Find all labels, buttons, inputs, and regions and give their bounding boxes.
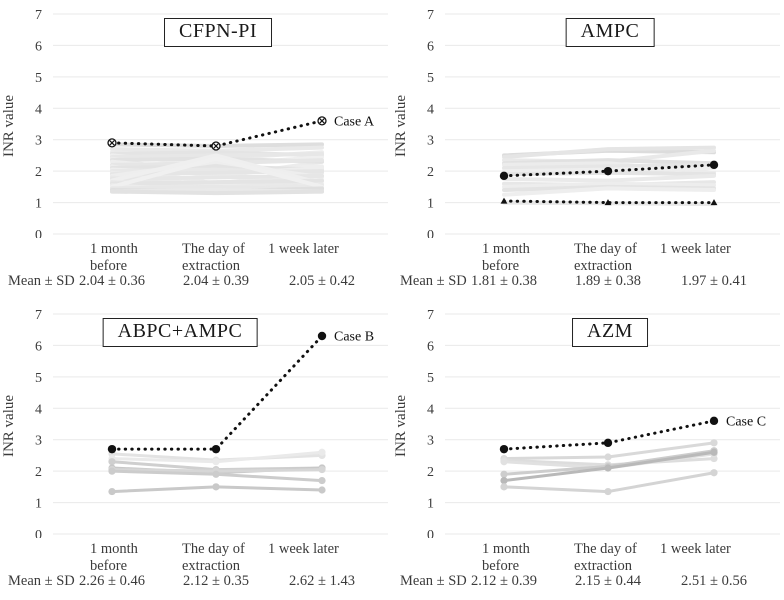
chart-cfpn-pi: 0 1 2 3 4 5 6 7 INR value Case A <box>1 8 388 238</box>
svg-text:3: 3 <box>35 434 42 449</box>
mean-sd-value-3: 2.51 ± 0.56 <box>681 573 747 589</box>
svg-text:0: 0 <box>427 528 434 538</box>
chart-title-text: AMPC <box>580 20 640 42</box>
svg-text:7: 7 <box>427 308 434 323</box>
svg-text:Case C: Case C <box>726 414 766 429</box>
mean-sd-value-3: 2.05 ± 0.42 <box>289 273 355 289</box>
mean-sd-value-3: 2.62 ± 1.43 <box>289 573 355 589</box>
mean-sd-row: Mean ± SD 2.04 ± 0.36 2.04 ± 0.39 2.05 ±… <box>0 273 392 295</box>
chart-title-cfpn-pi: CFPN-PI <box>164 18 272 47</box>
svg-text:5: 5 <box>427 71 434 86</box>
mean-sd-label: Mean ± SD <box>8 273 75 289</box>
svg-text:5: 5 <box>427 371 434 386</box>
svg-text:6: 6 <box>35 339 42 354</box>
svg-text:2: 2 <box>35 165 42 180</box>
mean-sd-value-1: 2.26 ± 0.46 <box>79 573 145 589</box>
mean-sd-row: Mean ± SD 2.12 ± 0.39 2.15 ± 0.44 2.51 ±… <box>392 573 784 595</box>
x-label-1-week-later: 1 week later <box>268 541 339 557</box>
svg-text:5: 5 <box>35 71 42 86</box>
svg-text:4: 4 <box>427 102 434 117</box>
svg-text:1: 1 <box>427 197 434 212</box>
svg-text:0: 0 <box>35 228 42 238</box>
svg-text:0: 0 <box>427 228 434 238</box>
svg-text:INR value: INR value <box>393 395 409 457</box>
mean-sd-label: Mean ± SD <box>8 573 75 589</box>
x-label-1-week-later: 1 week later <box>268 241 339 257</box>
svg-text:1: 1 <box>35 197 42 212</box>
svg-text:Case A: Case A <box>334 114 375 129</box>
svg-text:7: 7 <box>427 8 434 23</box>
svg-text:1: 1 <box>35 497 42 512</box>
svg-text:3: 3 <box>427 434 434 449</box>
x-label-day-of-extraction: The day of extraction <box>182 241 245 275</box>
svg-text:7: 7 <box>35 8 42 23</box>
chart-title-ampc: AMPC <box>565 18 655 47</box>
svg-text:6: 6 <box>35 39 42 54</box>
svg-text:4: 4 <box>35 402 42 417</box>
svg-text:2: 2 <box>427 165 434 180</box>
panel-ampc: 0 1 2 3 4 5 6 7 INR value AMPC 1 month before The… <box>392 0 784 300</box>
mean-sd-value-2: 2.12 ± 0.35 <box>183 573 249 589</box>
mean-sd-value-3: 1.97 ± 0.41 <box>681 273 747 289</box>
svg-text:7: 7 <box>35 308 42 323</box>
svg-text:3: 3 <box>427 134 434 149</box>
svg-text:3: 3 <box>35 134 42 149</box>
svg-text:4: 4 <box>427 402 434 417</box>
x-label-1-month-before: 1 month before <box>90 241 138 275</box>
svg-text:1: 1 <box>427 497 434 512</box>
svg-text:5: 5 <box>35 371 42 386</box>
svg-text:6: 6 <box>427 39 434 54</box>
chart-ampc: 0 1 2 3 4 5 6 7 INR value <box>393 8 780 238</box>
chart-title-azm: AZM <box>572 318 648 347</box>
panel-abpc-ampc: 0 1 2 3 4 5 6 7 INR value Case B ABPC+AMPC 1 mont… <box>0 300 392 600</box>
x-label-day-of-extraction: The day of extraction <box>574 541 637 575</box>
mean-sd-row: Mean ± SD 2.26 ± 0.46 2.12 ± 0.35 2.62 ±… <box>0 573 392 595</box>
chart-abpc-ampc: 0 1 2 3 4 5 6 7 INR value Case B <box>1 308 388 538</box>
chart-title-text: AZM <box>587 320 633 342</box>
svg-text:4: 4 <box>35 102 42 117</box>
chart-title-text: CFPN-PI <box>179 20 257 42</box>
mean-sd-value-1: 2.12 ± 0.39 <box>471 573 537 589</box>
x-label-day-of-extraction: The day of extraction <box>574 241 637 275</box>
x-label-day-of-extraction: The day of extraction <box>182 541 245 575</box>
chart-azm: 0 1 2 3 4 5 6 7 INR value Case C <box>393 308 780 538</box>
chart-title-abpc-ampc: ABPC+AMPC <box>102 318 258 347</box>
chart-title-text: ABPC+AMPC <box>117 320 243 342</box>
mean-sd-label: Mean ± SD <box>400 573 467 589</box>
svg-text:2: 2 <box>427 465 434 480</box>
x-label-1-week-later: 1 week later <box>660 241 731 257</box>
x-label-1-week-later: 1 week later <box>660 541 731 557</box>
x-label-1-month-before: 1 month before <box>482 241 530 275</box>
svg-text:0: 0 <box>35 528 42 538</box>
panel-cfpn-pi: 0 1 2 3 4 5 6 7 INR value Case A CFPN-PI 1 month b… <box>0 0 392 300</box>
svg-text:6: 6 <box>427 339 434 354</box>
svg-text:2: 2 <box>35 465 42 480</box>
svg-text:Case B: Case B <box>334 330 374 345</box>
mean-sd-value-2: 2.04 ± 0.39 <box>183 273 249 289</box>
mean-sd-row: Mean ± SD 1.81 ± 0.38 1.89 ± 0.38 1.97 ±… <box>392 273 784 295</box>
mean-sd-value-1: 2.04 ± 0.36 <box>79 273 145 289</box>
x-label-1-month-before: 1 month before <box>90 541 138 575</box>
x-label-1-month-before: 1 month before <box>482 541 530 575</box>
mean-sd-value-2: 1.89 ± 0.38 <box>575 273 641 289</box>
mean-sd-value-1: 1.81 ± 0.38 <box>471 273 537 289</box>
mean-sd-value-2: 2.15 ± 0.44 <box>575 573 641 589</box>
svg-text:INR value: INR value <box>1 395 17 457</box>
svg-text:INR value: INR value <box>393 95 409 157</box>
panel-azm: 0 1 2 3 4 5 6 7 INR value Case C AZM 1 month befor… <box>392 300 784 600</box>
svg-text:INR value: INR value <box>1 95 17 157</box>
mean-sd-label: Mean ± SD <box>400 273 467 289</box>
